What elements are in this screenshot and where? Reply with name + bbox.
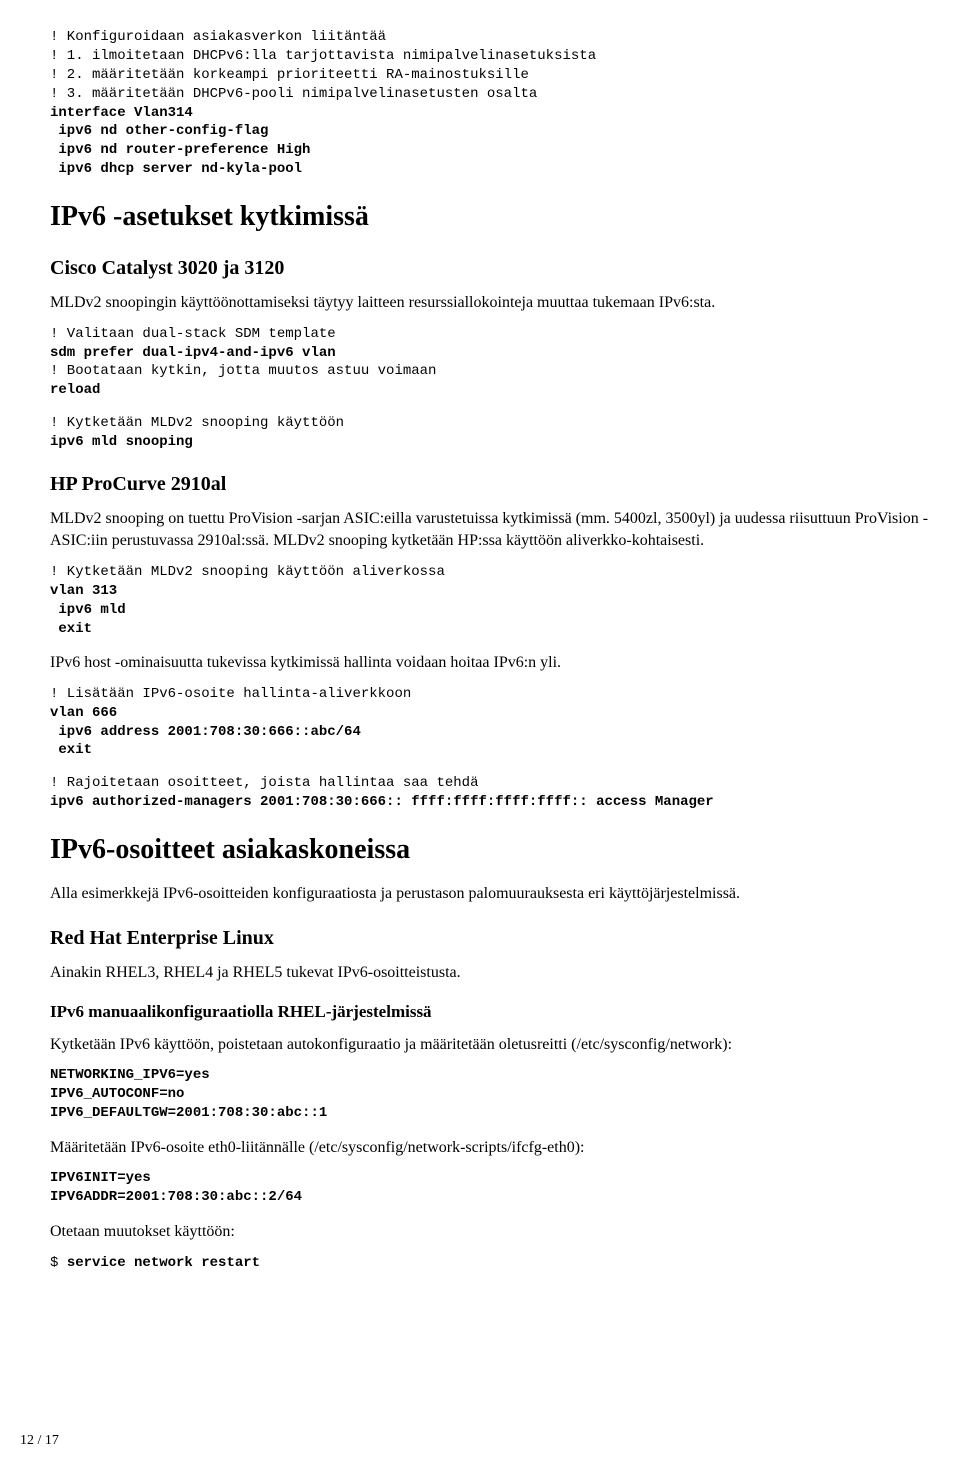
heading-cisco-catalyst: Cisco Catalyst 3020 ja 3120 (50, 254, 932, 282)
paragraph: IPv6 host -ominaisuutta tukevissa kytkim… (50, 652, 932, 674)
code-block-vlan313: ! Kytketään MLDv2 snooping käyttöön aliv… (50, 563, 932, 639)
code-block-mld-snooping: ! Kytketään MLDv2 snooping käyttöön ipv6… (50, 414, 932, 452)
code-line: vlan 313 (50, 583, 117, 599)
code-block-networking: NETWORKING_IPV6=yes IPV6_AUTOCONF=no IPV… (50, 1066, 932, 1123)
code-line: exit (50, 742, 92, 758)
code-comment: ! Bootataan kytkin, jotta muutos astuu v… (50, 363, 436, 379)
heading-ipv6-kytkimissa: IPv6 -asetukset kytkimissä (50, 197, 932, 236)
code-comment: ! Valitaan dual-stack SDM template (50, 326, 336, 342)
paragraph: Alla esimerkkejä IPv6-osoitteiden konfig… (50, 883, 932, 905)
code-line: vlan 666 (50, 705, 117, 721)
code-line: ipv6 address 2001:708:30:666::abc/64 (50, 724, 361, 740)
code-comment: ! Kytketään MLDv2 snooping käyttöön aliv… (50, 564, 445, 580)
paragraph: Ainakin RHEL3, RHEL4 ja RHEL5 tukevat IP… (50, 962, 932, 984)
code-comment: ! 1. ilmoitetaan DHCPv6:lla tarjottavist… (50, 48, 596, 64)
paragraph: Määritetään IPv6-osoite eth0-liitännälle… (50, 1137, 932, 1159)
heading-ipv6-asiakaskoneissa: IPv6-osoitteet asiakaskoneissa (50, 830, 932, 869)
code-comment: ! Kytketään MLDv2 snooping käyttöön (50, 415, 344, 431)
code-line: ipv6 nd router-preference High (50, 142, 310, 158)
code-comment: ! Rajoitetaan osoitteet, joista hallinta… (50, 775, 478, 791)
code-block-vlan666: ! Lisätään IPv6-osoite hallinta-aliverkk… (50, 685, 932, 761)
code-line: ipv6 mld snooping (50, 434, 193, 450)
code-line: service network restart (67, 1255, 260, 1271)
heading-hp-procurve: HP ProCurve 2910al (50, 470, 932, 498)
heading-ipv6-manuaali: IPv6 manuaalikonfiguraatiolla RHEL-järje… (50, 1000, 932, 1024)
code-prompt: $ (50, 1255, 67, 1271)
code-comment: ! Lisätään IPv6-osoite hallinta-aliverkk… (50, 686, 411, 702)
code-block-authorized-managers: ! Rajoitetaan osoitteet, joista hallinta… (50, 774, 932, 812)
code-block-ipv6init: IPV6INIT=yes IPV6ADDR=2001:708:30:abc::2… (50, 1169, 932, 1207)
code-line: ipv6 authorized-managers 2001:708:30:666… (50, 794, 714, 810)
code-line: interface Vlan314 (50, 105, 193, 121)
code-line: reload (50, 382, 100, 398)
code-comment: ! 3. määritetään DHCPv6-pooli nimipalvel… (50, 86, 537, 102)
heading-rhel: Red Hat Enterprise Linux (50, 924, 932, 952)
code-comment: ! Konfiguroidaan asiakasverkon liitäntää (50, 29, 386, 45)
code-line: exit (50, 621, 92, 637)
page-number: 12 / 17 (20, 1431, 59, 1451)
paragraph: Otetaan muutokset käyttöön: (50, 1221, 932, 1243)
code-line: IPV6ADDR=2001:708:30:abc::2/64 (50, 1189, 302, 1205)
paragraph: Kytketään IPv6 käyttöön, poistetaan auto… (50, 1034, 932, 1056)
code-line: ipv6 dhcp server nd-kyla-pool (50, 161, 302, 177)
code-line: IPV6_AUTOCONF=no (50, 1086, 184, 1102)
paragraph: MLDv2 snoopingin käyttöönottamiseksi täy… (50, 292, 932, 314)
code-comment: ! 2. määritetään korkeampi prioriteetti … (50, 67, 529, 83)
code-line: IPV6INIT=yes (50, 1170, 151, 1186)
paragraph: MLDv2 snooping on tuettu ProVision -sarj… (50, 508, 932, 553)
code-block-interface: ! Konfiguroidaan asiakasverkon liitäntää… (50, 28, 932, 179)
code-line: ipv6 mld (50, 602, 126, 618)
code-block-sdm: ! Valitaan dual-stack SDM template sdm p… (50, 325, 932, 401)
code-line: IPV6_DEFAULTGW=2001:708:30:abc::1 (50, 1105, 327, 1121)
code-block-service-restart: $ service network restart (50, 1254, 932, 1273)
code-line: sdm prefer dual-ipv4-and-ipv6 vlan (50, 345, 336, 361)
code-line: NETWORKING_IPV6=yes (50, 1067, 210, 1083)
code-line: ipv6 nd other-config-flag (50, 123, 268, 139)
